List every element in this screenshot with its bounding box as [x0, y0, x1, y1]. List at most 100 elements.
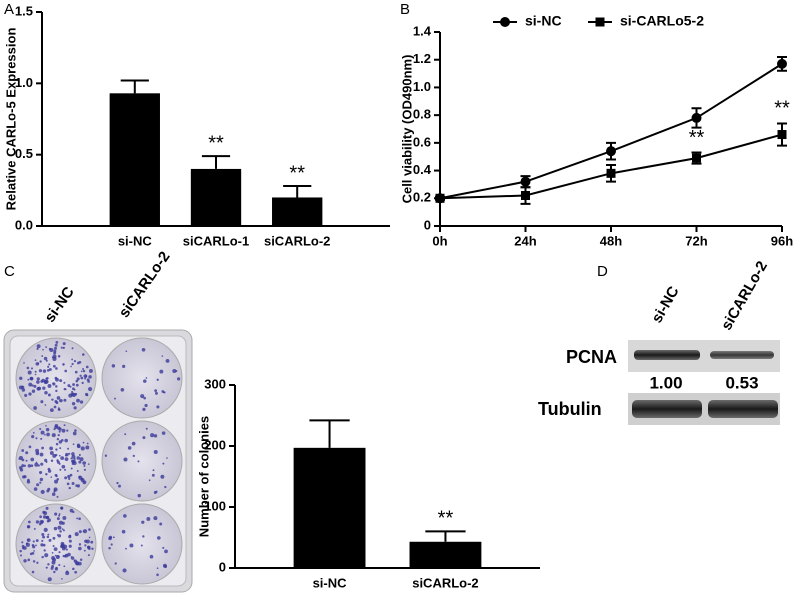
marker — [521, 191, 530, 201]
colony — [36, 347, 39, 350]
colony — [55, 385, 58, 388]
colony — [45, 566, 48, 569]
colony — [61, 578, 63, 580]
x-tick-label: 0h — [432, 233, 447, 248]
colony — [62, 346, 65, 350]
marker — [606, 146, 616, 157]
x-tick-label: siCARLo-2 — [412, 575, 478, 590]
marker — [435, 193, 445, 203]
colony — [87, 463, 90, 465]
colony — [23, 559, 27, 563]
colony — [159, 369, 164, 374]
colony — [104, 454, 108, 457]
colony — [68, 477, 71, 480]
colony — [69, 473, 73, 477]
colony — [47, 393, 51, 397]
colony — [55, 389, 58, 393]
colony — [49, 446, 54, 451]
colony — [67, 447, 70, 450]
y-tick-label: 1.0 — [413, 79, 431, 94]
colony — [156, 567, 159, 570]
colony — [35, 539, 39, 542]
colony — [36, 483, 40, 487]
colony — [50, 476, 53, 478]
colony — [145, 377, 148, 379]
colony — [76, 377, 80, 381]
colony — [85, 445, 90, 450]
colony — [67, 474, 71, 479]
colony — [51, 552, 54, 554]
colony — [31, 570, 35, 574]
protein-label: Tubulin — [538, 399, 602, 419]
colony — [63, 565, 66, 568]
colony — [38, 369, 42, 373]
colony — [90, 540, 94, 544]
colony — [73, 388, 76, 391]
colony — [163, 565, 168, 569]
colony — [125, 547, 127, 550]
colony — [62, 554, 65, 558]
colony — [27, 378, 30, 381]
colony — [51, 433, 56, 438]
colony — [143, 379, 147, 383]
colony — [152, 469, 155, 472]
lane-label: siCARLo-2 — [718, 258, 771, 333]
marker — [520, 176, 531, 187]
colony — [33, 384, 37, 388]
colony — [79, 558, 83, 561]
colony — [112, 536, 115, 539]
significance: ** — [689, 127, 705, 149]
colony — [78, 453, 81, 456]
colony — [55, 554, 60, 559]
colony — [18, 458, 21, 460]
colony — [85, 365, 89, 369]
colony — [160, 474, 165, 479]
colony — [153, 434, 158, 438]
colony — [149, 554, 154, 559]
x-tick-label: siCARLo-2 — [264, 233, 330, 248]
colony — [62, 516, 67, 520]
colony — [50, 459, 54, 462]
colony — [47, 577, 52, 582]
colony — [40, 543, 44, 547]
colony — [44, 553, 49, 558]
legend-marker — [500, 17, 510, 27]
error-bar — [777, 122, 787, 147]
significance: ** — [438, 508, 454, 530]
colony — [137, 493, 141, 498]
colony — [162, 462, 165, 465]
colony — [52, 364, 56, 368]
error-bar — [283, 185, 312, 198]
colony — [81, 381, 84, 385]
bar — [409, 541, 482, 568]
colony — [58, 564, 61, 567]
colony — [40, 400, 44, 404]
colony — [49, 347, 54, 353]
colony — [164, 549, 168, 554]
colony — [56, 517, 60, 521]
colony — [44, 433, 46, 436]
colony — [37, 464, 40, 467]
colony — [40, 462, 44, 466]
colony — [64, 476, 68, 480]
colony — [40, 437, 43, 440]
colony — [76, 444, 81, 449]
colony — [31, 389, 36, 393]
panel-label: B — [400, 1, 410, 18]
colony — [46, 535, 50, 539]
colony — [29, 552, 33, 556]
colony — [123, 457, 128, 462]
colony — [53, 487, 58, 492]
colony — [20, 554, 23, 557]
panel-label: C — [4, 263, 15, 280]
colony — [58, 454, 61, 457]
colony — [28, 382, 33, 387]
colony — [60, 506, 64, 510]
colony — [31, 544, 35, 547]
colony — [41, 539, 44, 543]
colony — [23, 362, 25, 364]
y-tick-label: 1.2 — [413, 51, 431, 66]
colony — [52, 382, 54, 385]
colony — [140, 394, 145, 399]
colony — [60, 544, 64, 549]
